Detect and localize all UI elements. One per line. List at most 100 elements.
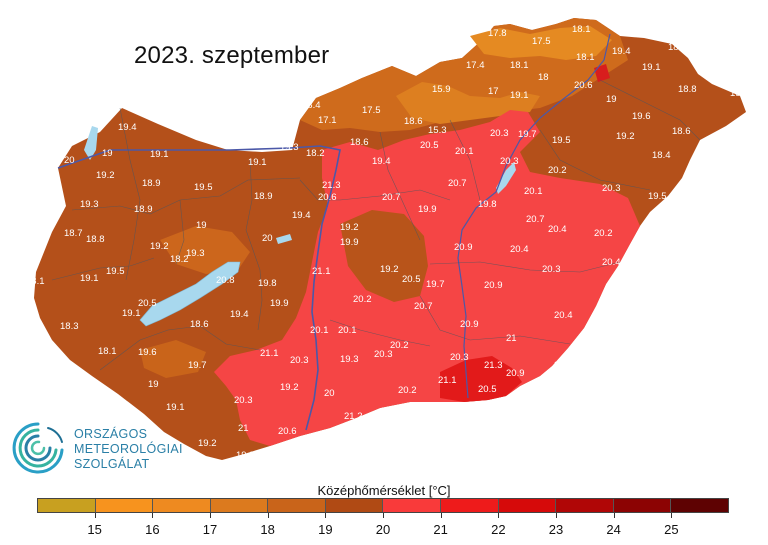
legend-color-segment (325, 499, 384, 512)
cool-zone-bukk (470, 26, 612, 60)
station-temperature-label: 20.3 (500, 156, 519, 167)
station-temperature-label: 17.4 (466, 60, 485, 71)
station-temperature-label: 19.8 (236, 450, 255, 461)
river-danube (57, 145, 341, 431)
station-temperature-label: 20.4 (602, 257, 621, 268)
station-temperature-label: 21 (506, 333, 517, 344)
station-temperature-label: 17.1 (318, 115, 337, 126)
legend-tick (152, 513, 154, 518)
omsz-logo: ORSZÁGOS METEOROLÓGIAI SZOLGÁLAT (8, 418, 218, 482)
station-temperature-label: 19.5 (106, 266, 125, 277)
legend-color-segment (498, 499, 557, 512)
station-temperature-label: 19.3 (280, 142, 299, 153)
legend-tick (383, 513, 384, 518)
station-temperature-label: 20 (64, 155, 75, 166)
station-temperature-label: 18.1 (98, 346, 117, 357)
station-temperature-label: 17.8 (488, 28, 507, 39)
station-temperature-label: 20 (262, 233, 273, 244)
legend-tick-label: 25 (664, 522, 679, 537)
legend-tick-label: 18 (260, 522, 275, 537)
legend-tick (267, 513, 269, 518)
lake-tisza (496, 162, 516, 194)
legend-title: Középhőmérséklet [°C] (317, 483, 451, 498)
station-temperature-label: 18.3 (60, 321, 79, 332)
legend-color-segment (671, 499, 728, 512)
station-temperature-label: 20.3 (602, 183, 621, 194)
legend-tick-label: 15 (87, 522, 102, 537)
legend-color-segment (95, 499, 154, 512)
county-borders (51, 79, 701, 371)
station-temperature-label: 18.6 (404, 116, 423, 127)
station-temperature-label: 20.3 (450, 352, 469, 363)
station-temperature-label: 18.9 (668, 42, 687, 53)
station-temperature-label: 20.4 (548, 224, 567, 235)
station-temperature-label: 19.1 (122, 308, 141, 319)
station-temperature-label: 19.2 (616, 131, 635, 142)
legend-tick-label: 23 (548, 522, 564, 537)
station-temperature-label: 18.2 (170, 254, 189, 265)
station-temperature-label: 21.3 (484, 360, 503, 371)
station-temperature-label: 19.1 (150, 149, 169, 160)
station-temperature-label: 19.9 (270, 298, 289, 309)
station-temperature-label: 20.4 (554, 310, 573, 321)
station-temperature-label: 20 (324, 388, 335, 399)
station-temperature-label: 20.9 (506, 368, 525, 379)
station-temperature-label: 18.8 (86, 234, 105, 245)
station-temperature-label: 19.8 (478, 199, 497, 210)
legend-tick (210, 513, 211, 518)
station-temperature-label: 21.1 (438, 375, 457, 386)
station-temperature-label: 20.3 (290, 355, 309, 366)
station-temperature-label: 18.9 (254, 191, 273, 202)
station-temperature-label: 19.4 (372, 156, 391, 167)
station-temperature-label: 20.5 (402, 274, 421, 285)
station-temperature-label: 19.3 (340, 354, 359, 365)
station-temperature-label: 20.3 (542, 264, 561, 275)
station-temperature-label: 19.7 (426, 279, 445, 290)
station-temperature-label: 21.1 (312, 266, 331, 277)
legend-tick-label: 21 (433, 522, 448, 537)
station-temperature-label: 20.9 (460, 319, 479, 330)
station-temperature-label: 21 (238, 423, 249, 434)
station-temperature-label: 20.7 (526, 214, 545, 225)
legend-ticks (37, 513, 729, 519)
legend-tick (613, 513, 615, 518)
legend-tick-label: 24 (606, 522, 621, 537)
legend-color-segment (268, 499, 326, 512)
station-temperature-label: 19.4 (118, 122, 137, 133)
legend-color-segment (210, 499, 269, 512)
lake-velence (276, 234, 292, 244)
station-temperature-label: 20.7 (414, 301, 433, 312)
station-temperature-label: 19.1 (510, 90, 529, 101)
station-temperature-label: 19.2 (380, 264, 399, 275)
omsz-logo-icon (12, 422, 64, 474)
station-temperature-label: 18.4 (652, 150, 671, 161)
lake-balaton (139, 261, 241, 327)
station-temperature-label: 20.1 (338, 325, 357, 336)
station-temperature-label: 20.6 (278, 426, 297, 437)
station-temperature-label: 18.1 (572, 24, 591, 35)
station-temperature-label: 19.6 (632, 111, 651, 122)
station-temperature-label: 19.4 (230, 309, 249, 320)
station-temperature-label: 20.8 (554, 360, 573, 371)
legend-tick-label: 17 (202, 522, 218, 537)
station-temperature-label: 19.1 (642, 62, 661, 73)
cool-zone-interfluve (340, 210, 428, 302)
station-temperature-label: 18.1 (576, 52, 595, 63)
legend-tick (325, 513, 327, 518)
station-temperature-label: 19.2 (96, 170, 115, 181)
legend-colorbar (37, 498, 729, 513)
cool-zone-mecsek (140, 340, 206, 378)
station-temperature-label: 19.1 (248, 157, 267, 168)
station-temperature-label: 19.4 (612, 46, 631, 57)
lake-ferto (84, 126, 98, 160)
station-temperature-label: 19.9 (340, 237, 359, 248)
station-temperature-label: 19.3 (186, 248, 205, 259)
map-title: 2023. szeptember (134, 42, 330, 69)
station-temperature-label: 20.2 (594, 228, 613, 239)
station-temperature-label: 20.1 (310, 325, 329, 336)
station-temperature-label: 18.8 (678, 84, 697, 95)
station-temperature-label: 20.7 (448, 178, 467, 189)
station-temperature-label: 20.5 (420, 140, 439, 151)
station-temperature-label: 20.2 (720, 128, 739, 139)
station-temperature-label: 18.2 (306, 148, 325, 159)
